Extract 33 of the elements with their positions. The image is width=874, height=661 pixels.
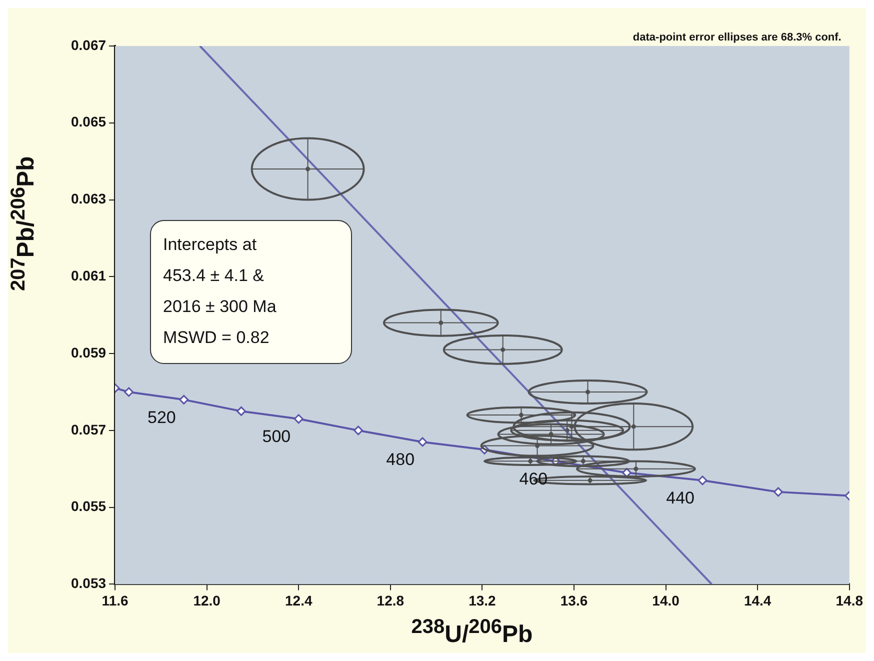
annotation: 500 bbox=[262, 427, 291, 446]
y-tick-label: 0.067 bbox=[70, 36, 106, 53]
text-box: Intercepts at 453.4 ± 4.1 & 2016 ± 300 Ma MSWD = 0.82 bbox=[150, 220, 352, 364]
annotation: 460 bbox=[519, 469, 548, 488]
x-tick-label: 12.0 bbox=[193, 592, 221, 608]
x-tick-label: 12.8 bbox=[376, 592, 404, 608]
y-tick-label: 0.059 bbox=[70, 344, 106, 360]
x-tick-label: 12.4 bbox=[284, 592, 312, 608]
point bbox=[354, 426, 364, 436]
annotation: 480 bbox=[386, 450, 415, 470]
point bbox=[773, 487, 783, 497]
point bbox=[698, 476, 708, 486]
point bbox=[179, 394, 189, 404]
x-tick-label: 14.4 bbox=[744, 592, 772, 608]
y-tick-label: 0.053 bbox=[70, 575, 106, 592]
text: data-point error ellipses are 68.3% conf. bbox=[632, 32, 842, 44]
x-tick-label: 13.2 bbox=[468, 592, 496, 608]
point bbox=[418, 437, 428, 447]
annotation: 440 bbox=[666, 488, 695, 508]
x-tick-label: 13.6 bbox=[560, 592, 588, 608]
y-tick-label: 0.061 bbox=[70, 268, 106, 284]
x-tick-label: 14.8 bbox=[836, 592, 864, 608]
y-tick-label: 0.057 bbox=[70, 421, 106, 438]
point bbox=[124, 387, 134, 397]
y-tick-label: 0.055 bbox=[70, 498, 106, 514]
y-tick-label: 0.065 bbox=[70, 114, 106, 130]
point bbox=[294, 414, 304, 424]
y-tick-label: 0.063 bbox=[70, 190, 106, 207]
annotation: 520 bbox=[148, 408, 176, 427]
x-axis-title: $^{238}$U/$^{206}$Pb bbox=[410, 616, 534, 649]
x-tick-label: 11.6 bbox=[102, 592, 128, 608]
point bbox=[236, 406, 246, 416]
x-tick-label: 14.0 bbox=[652, 592, 680, 608]
